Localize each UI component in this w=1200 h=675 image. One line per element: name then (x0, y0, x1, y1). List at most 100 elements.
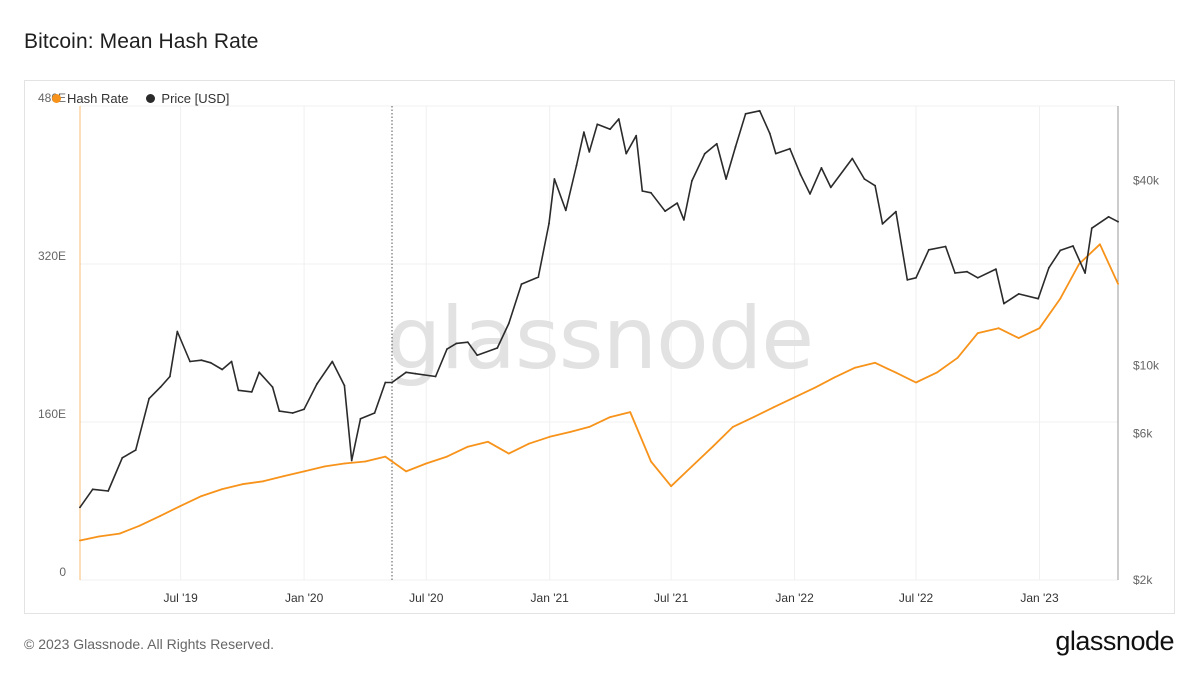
data-point-price-77 (927, 248, 930, 251)
data-point-price-65 (789, 147, 791, 150)
data-point-price-4 (134, 449, 137, 451)
data-point-price-84 (1017, 293, 1020, 295)
data-point-price-15 (250, 391, 253, 393)
data-point-price-61 (744, 112, 747, 115)
chart-title: Bitcoin: Mean Hash Rate (24, 30, 259, 53)
data-point-hash-rate-5 (179, 505, 182, 507)
data-point-hash-rate-34 (772, 406, 775, 409)
data-point-price-62 (758, 109, 761, 112)
data-point-hash-rate-16 (405, 470, 407, 473)
data-point-hash-rate-0 (79, 539, 81, 542)
data-point-price-76 (915, 276, 917, 279)
data-point-price-92 (1117, 220, 1119, 223)
glassnode-logo[interactable]: glassnode (1055, 626, 1174, 656)
data-point-hash-rate-39 (874, 361, 876, 364)
data-point-price-22 (331, 360, 334, 363)
y-right-tick-label-1: $6k (1133, 427, 1153, 441)
y-left-tick-label-0: 0 (59, 565, 66, 579)
data-point-hash-rate-9 (262, 480, 265, 483)
data-point-hash-rate-12 (324, 465, 326, 468)
data-point-price-49 (625, 152, 628, 155)
data-point-price-35 (476, 354, 479, 357)
data-point-hash-rate-14 (364, 460, 367, 463)
data-point-hash-rate-32 (732, 426, 734, 428)
data-point-price-51 (641, 190, 644, 192)
data-point-hash-rate-3 (138, 524, 141, 527)
data-point-price-41 (553, 178, 556, 180)
data-point-hash-rate-26 (609, 416, 611, 418)
data-point-price-37 (507, 322, 510, 325)
data-point-price-56 (691, 180, 693, 182)
legend-marker-hash-rate (52, 94, 61, 103)
data-point-hash-rate-7 (221, 488, 224, 490)
data-point-price-2 (107, 490, 110, 492)
footer-copyright: © 2023 Glassnode. All Rights Reserved. (24, 636, 275, 652)
data-point-price-25 (359, 417, 362, 420)
data-point-price-60 (734, 146, 737, 148)
data-point-price-85 (1037, 297, 1040, 300)
data-point-price-18 (278, 410, 281, 412)
data-point-hash-rate-4 (159, 514, 162, 517)
data-point-hash-rate-43 (956, 356, 959, 359)
data-point-price-31 (434, 375, 437, 378)
data-point-hash-rate-19 (466, 445, 469, 448)
x-tick-label-3: Jan '21 (531, 591, 570, 605)
data-point-hash-rate-47 (1038, 327, 1041, 330)
data-point-hash-rate-36 (814, 386, 817, 389)
data-point-price-13 (230, 360, 233, 363)
data-point-hash-rate-24 (569, 431, 572, 433)
data-point-price-91 (1107, 215, 1110, 218)
legend-marker-price (146, 94, 156, 103)
data-point-price-40 (548, 222, 550, 225)
data-point-price-6 (159, 386, 162, 388)
data-point-hash-rate-21 (507, 452, 510, 455)
legend-item-price[interactable]: Price [USD] (146, 91, 229, 106)
data-point-price-73 (881, 223, 884, 225)
data-point-hash-rate-51 (1117, 282, 1119, 285)
data-point-hash-rate-25 (588, 426, 591, 428)
data-point-hash-rate-49 (1078, 263, 1080, 265)
data-point-price-43 (575, 164, 578, 167)
data-point-price-14 (237, 389, 240, 392)
data-point-hash-rate-45 (997, 327, 1000, 330)
y-right-tick-label-3: $40k (1133, 174, 1160, 188)
series-line-hash-rate (79, 243, 1119, 542)
data-point-hash-rate-2 (118, 532, 121, 535)
data-point-price-52 (650, 191, 652, 194)
data-point-hash-rate-6 (200, 495, 203, 497)
data-point-price-27 (384, 381, 387, 384)
data-point-hash-rate-22 (528, 442, 530, 445)
data-point-price-16 (258, 371, 261, 374)
data-point-price-82 (995, 268, 997, 270)
data-point-price-7 (169, 375, 171, 378)
data-point-price-0 (79, 506, 81, 509)
data-point-hash-rate-31 (711, 445, 714, 448)
data-point-hash-rate-50 (1099, 243, 1101, 246)
data-point-price-29 (405, 371, 407, 374)
data-point-hash-rate-30 (691, 465, 693, 468)
legend-label-price: Price [USD] (161, 91, 230, 106)
data-point-price-19 (291, 412, 294, 414)
data-point-hash-rate-23 (548, 435, 551, 438)
data-point-price-50 (635, 134, 638, 137)
data-point-hash-rate-46 (1017, 337, 1020, 339)
legend-item-hash-rate[interactable]: Hash Rate (52, 91, 128, 106)
data-point-price-57 (703, 152, 706, 155)
data-point-price-9 (189, 360, 191, 363)
data-point-hash-rate-27 (629, 411, 632, 413)
data-point-hash-rate-11 (303, 470, 305, 473)
data-point-hash-rate-28 (650, 460, 652, 463)
data-point-price-8 (176, 330, 179, 333)
data-point-price-72 (874, 184, 876, 187)
data-point-price-70 (851, 157, 854, 160)
data-point-price-17 (271, 386, 274, 388)
x-tick-label-6: Jul '22 (899, 591, 934, 605)
x-tick-label-7: Jan '23 (1020, 591, 1059, 605)
watermark: glassnode (387, 289, 813, 389)
data-point-price-32 (446, 348, 448, 350)
data-point-price-21 (316, 383, 318, 385)
data-point-hash-rate-20 (487, 440, 489, 443)
data-point-price-38 (520, 283, 523, 285)
data-point-hash-rate-8 (241, 483, 244, 486)
data-point-hash-rate-33 (752, 416, 755, 418)
